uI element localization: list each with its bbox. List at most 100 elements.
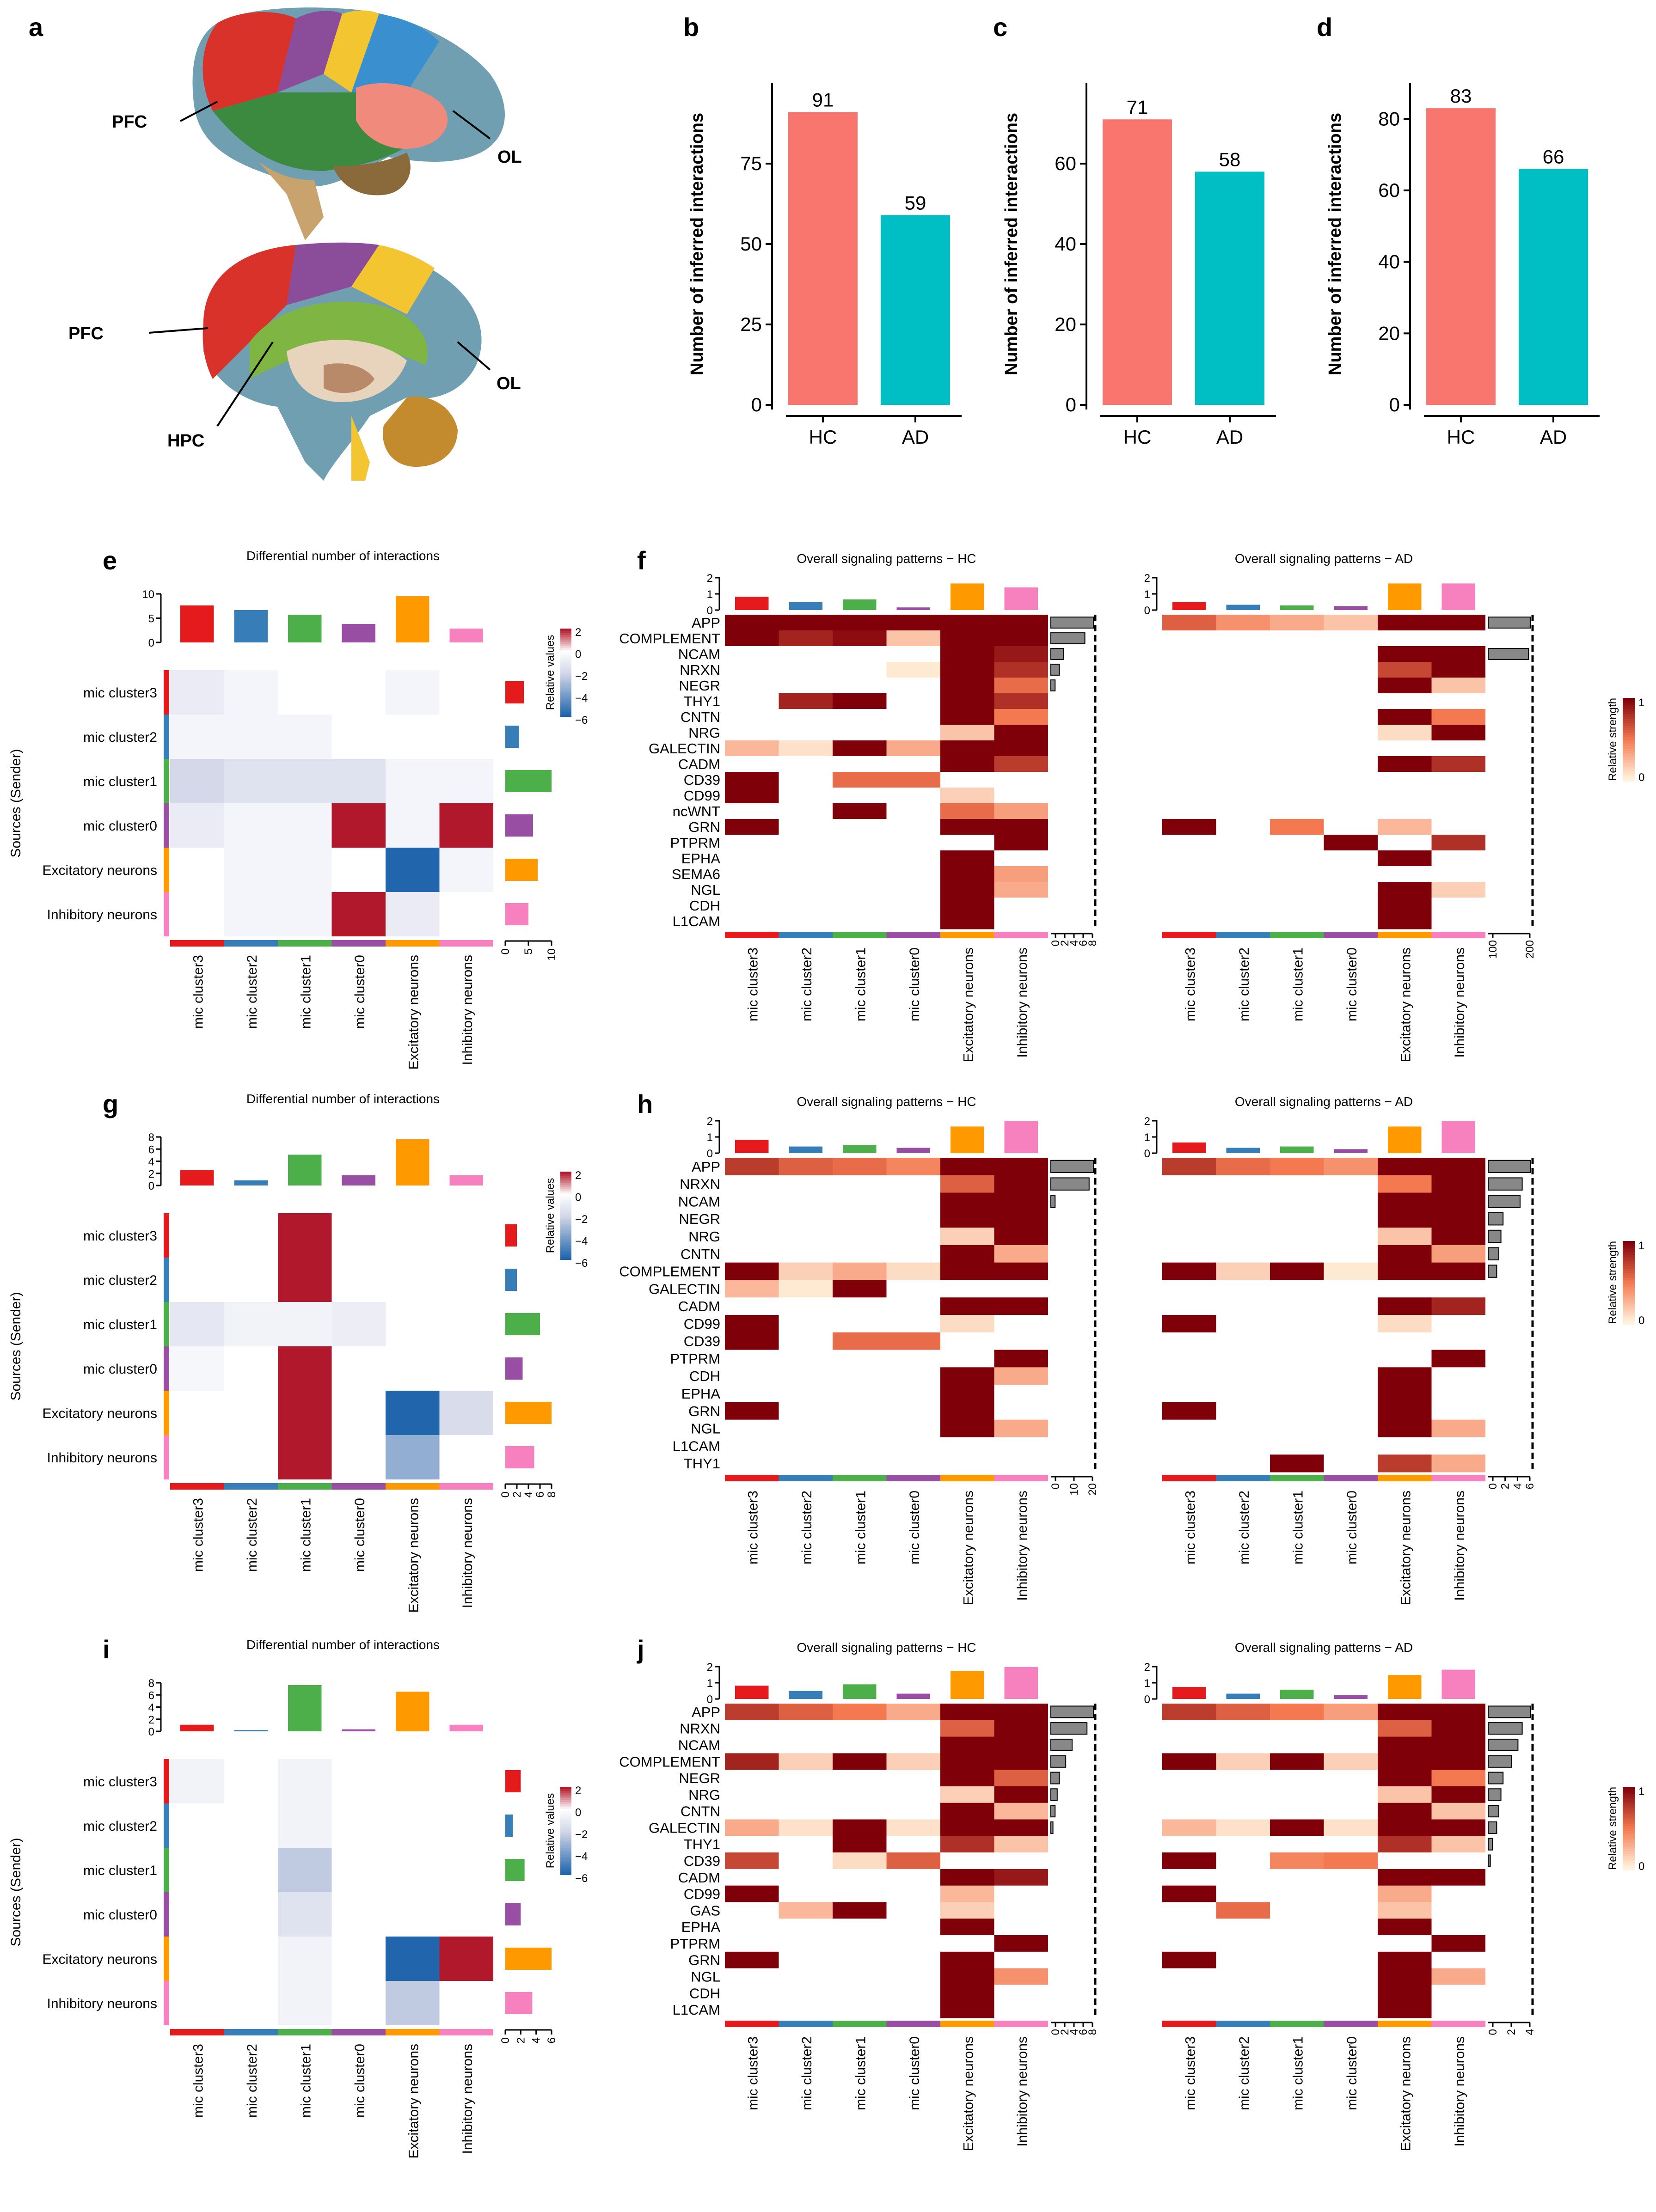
heatmap-cell (833, 1158, 887, 1176)
bar-data-label: 59 (905, 192, 926, 214)
heatmap-cell (940, 803, 994, 819)
signal-row-label: CADM (678, 1870, 720, 1886)
heatmap-cell (170, 1937, 224, 1981)
legend-gradient-step (1623, 1787, 1635, 1790)
heatmap-cell (779, 1367, 833, 1385)
signal-row-label: CD39 (684, 772, 720, 788)
col-label: Excitatory neurons (1398, 1491, 1413, 1605)
heatmap-cell (170, 892, 224, 936)
heatmap-cell (994, 1245, 1048, 1263)
legend-gradient-step (1623, 709, 1635, 712)
heatmap-cell (1378, 709, 1432, 725)
right-bar (1488, 1705, 1531, 1718)
heatmap-cell (833, 1419, 887, 1437)
legend-gradient-step (1623, 1306, 1635, 1308)
heatmap-cell (1324, 1736, 1378, 1754)
col-color-strip (1324, 932, 1378, 938)
heatmap-cell (725, 1869, 779, 1886)
heatmap-cell (886, 1819, 940, 1836)
signal-row-label: PTPRM (670, 835, 721, 851)
right-bar (505, 1770, 521, 1792)
legend-gradient-step (1623, 1264, 1635, 1267)
heatmap-cell (1378, 1419, 1432, 1437)
heatmap-cell (1216, 1280, 1270, 1298)
top-bar-tick-label: 2 (1144, 572, 1150, 585)
legend-gradient-step (1623, 1273, 1635, 1276)
heatmap-cell (886, 788, 940, 804)
heatmap-cell (1216, 662, 1270, 678)
heatmap-cell (779, 615, 833, 631)
heatmap-cell (940, 1968, 994, 1985)
legend-gradient-step (560, 1828, 571, 1831)
heatmap-cell (725, 1332, 779, 1350)
col-color-strip (833, 1475, 887, 1481)
top-bar-tick-label: 1 (1144, 588, 1150, 601)
heatmap-cell (1270, 1736, 1324, 1754)
heatmap-cell (1378, 1869, 1432, 1886)
heatmap-cell (940, 1367, 994, 1385)
row-color-strip (164, 1302, 169, 1346)
heatmap-cell (1162, 1935, 1216, 1952)
signal-row-label: NRXN (680, 1176, 720, 1192)
heatmap-cell (1216, 1158, 1270, 1176)
heatmap-cell (833, 756, 887, 772)
heatmap-cell (1431, 1770, 1485, 1787)
heatmap-cell (1324, 1297, 1378, 1315)
heatmap-cell (1431, 615, 1485, 631)
legend-gradient-step (1623, 1805, 1635, 1808)
right-bar-tick-label: 10 (546, 948, 558, 961)
legend-tick-label: 2 (575, 1169, 581, 1182)
legend-gradient-step (560, 1191, 571, 1194)
heatmap-cell (833, 1385, 887, 1403)
legend-gradient-step (1623, 1280, 1635, 1283)
heatmap-cell (725, 1419, 779, 1437)
heatmap-cell (725, 850, 779, 867)
top-bar-tick-label: 1 (707, 1677, 713, 1690)
heatmap-cell (833, 819, 887, 835)
legend-gradient-step (1623, 1824, 1635, 1827)
heatmap-cell (1324, 1454, 1378, 1473)
y-tick-label: 40 (1055, 233, 1076, 255)
heatmap-cell (725, 898, 779, 914)
heatmap-cell (886, 1704, 940, 1721)
heatmap-cell (886, 850, 940, 867)
legend-gradient-step (560, 1826, 571, 1829)
top-bar-tick-label: 0 (707, 1148, 713, 1160)
heatmap-cell (1378, 1437, 1432, 1455)
heatmap-cell (779, 1819, 833, 1836)
heatmap-cell (779, 1402, 833, 1420)
legend-gradient-step (1623, 1276, 1635, 1278)
heatmap-cell (170, 715, 224, 759)
legend-gradient-step (1623, 751, 1635, 754)
legend-gradient-step (1623, 728, 1635, 731)
heatmap-cell (994, 1819, 1048, 1836)
legend-gradient-step (1623, 1241, 1635, 1244)
heatmap-cell (1216, 1720, 1270, 1737)
col-label: mic cluster2 (1237, 947, 1252, 1021)
col-color-strip (725, 1475, 779, 1481)
panel-title: Overall signaling patterns − HC (797, 1094, 976, 1109)
heatmap-cell (1162, 1332, 1216, 1350)
legend-gradient-step (560, 1793, 571, 1796)
legend-gradient-step (1623, 1796, 1635, 1799)
heatmap-cell (886, 1951, 940, 1969)
legend-gradient-step (560, 661, 571, 664)
heatmap-cell (1431, 1786, 1485, 1803)
heatmap-cell (833, 740, 887, 757)
heatmap-cell (1216, 1210, 1270, 1228)
heatmap-cell (886, 1736, 940, 1754)
heatmap-cell (1270, 1175, 1324, 1193)
heatmap-cell (439, 1346, 493, 1391)
signal-row-label: GAS (690, 1902, 720, 1919)
heatmap-cell (1431, 1919, 1485, 1936)
col-color-strip (833, 2021, 887, 2027)
heatmap-cell (779, 1158, 833, 1176)
signaling-heatmaps-h: Overall signaling patterns − HC210APPNRX… (619, 1094, 1644, 1605)
legend-gradient-step (560, 1233, 571, 1236)
heatmap-cell (1324, 1704, 1378, 1721)
legend-gradient-step (1623, 1861, 1635, 1864)
legend-gradient-step (560, 1244, 571, 1247)
heatmap-cell (1216, 772, 1270, 788)
heatmap-cell (1216, 1704, 1270, 1721)
right-bar (1488, 1821, 1497, 1834)
